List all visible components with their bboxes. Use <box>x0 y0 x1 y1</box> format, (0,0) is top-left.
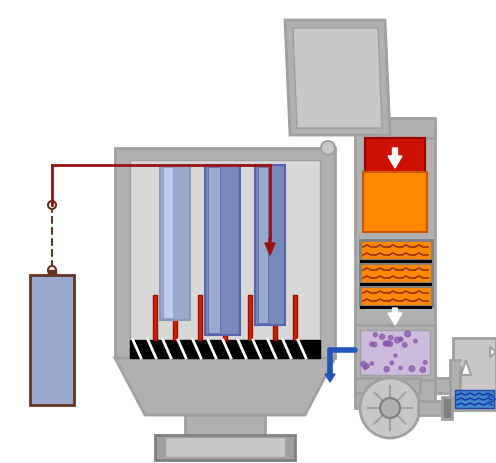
FancyArrow shape <box>488 347 496 357</box>
FancyArrow shape <box>488 394 496 404</box>
Circle shape <box>394 337 400 343</box>
Bar <box>360 306 432 309</box>
Bar <box>198 295 202 340</box>
Bar <box>380 118 435 138</box>
Bar <box>360 260 432 263</box>
FancyArrow shape <box>460 355 472 375</box>
Bar <box>273 295 277 340</box>
Bar <box>455 390 494 408</box>
Bar <box>360 263 432 283</box>
Polygon shape <box>490 347 496 357</box>
Bar <box>360 330 430 375</box>
Bar <box>453 338 496 410</box>
Circle shape <box>384 367 389 372</box>
Circle shape <box>48 201 56 209</box>
FancyArrow shape <box>325 370 335 382</box>
Bar <box>360 283 432 286</box>
Circle shape <box>371 362 373 365</box>
Circle shape <box>405 331 411 337</box>
Circle shape <box>390 361 393 365</box>
Circle shape <box>400 338 403 341</box>
Bar <box>160 165 190 320</box>
Bar <box>30 275 74 405</box>
Circle shape <box>394 354 397 357</box>
Circle shape <box>414 339 417 343</box>
Bar <box>153 295 157 340</box>
Bar <box>355 128 435 408</box>
Bar <box>130 340 320 358</box>
Polygon shape <box>285 20 390 135</box>
Bar <box>115 148 335 358</box>
Bar <box>293 295 297 340</box>
Bar <box>163 167 173 318</box>
Circle shape <box>321 141 335 155</box>
Polygon shape <box>115 358 335 415</box>
Bar <box>185 415 265 435</box>
Bar <box>360 286 432 306</box>
FancyArrow shape <box>388 148 402 168</box>
Circle shape <box>373 333 377 337</box>
Bar <box>365 138 425 228</box>
Circle shape <box>409 366 415 371</box>
Circle shape <box>372 342 377 347</box>
Circle shape <box>388 342 393 346</box>
FancyArrow shape <box>265 238 275 255</box>
Bar <box>248 295 252 340</box>
Circle shape <box>388 335 393 340</box>
Circle shape <box>360 378 420 438</box>
Bar <box>130 160 320 345</box>
Circle shape <box>379 334 385 339</box>
Circle shape <box>399 337 402 341</box>
Polygon shape <box>293 28 382 128</box>
Bar <box>450 360 460 410</box>
Bar <box>165 437 285 457</box>
Bar <box>223 295 227 340</box>
Circle shape <box>402 343 407 347</box>
Bar <box>418 401 443 415</box>
Bar <box>355 378 420 393</box>
Bar <box>442 397 452 419</box>
Circle shape <box>361 362 366 367</box>
Bar <box>363 172 427 232</box>
Polygon shape <box>461 360 471 375</box>
Bar <box>255 165 285 325</box>
Circle shape <box>364 363 369 368</box>
Circle shape <box>383 341 388 346</box>
Bar <box>365 138 425 173</box>
Bar <box>208 167 220 333</box>
Bar <box>322 55 342 70</box>
Circle shape <box>380 398 400 418</box>
Circle shape <box>363 366 367 369</box>
Bar <box>155 435 295 460</box>
FancyArrow shape <box>388 308 402 325</box>
Bar <box>258 167 268 323</box>
Circle shape <box>420 367 426 372</box>
Bar <box>355 325 435 380</box>
Circle shape <box>385 341 390 346</box>
Bar <box>360 240 432 260</box>
Bar <box>173 295 177 340</box>
Circle shape <box>370 342 374 346</box>
Bar <box>205 165 240 335</box>
Bar <box>48 270 56 275</box>
Bar <box>435 378 455 393</box>
Circle shape <box>424 361 427 364</box>
Circle shape <box>48 266 56 274</box>
Circle shape <box>399 366 402 369</box>
